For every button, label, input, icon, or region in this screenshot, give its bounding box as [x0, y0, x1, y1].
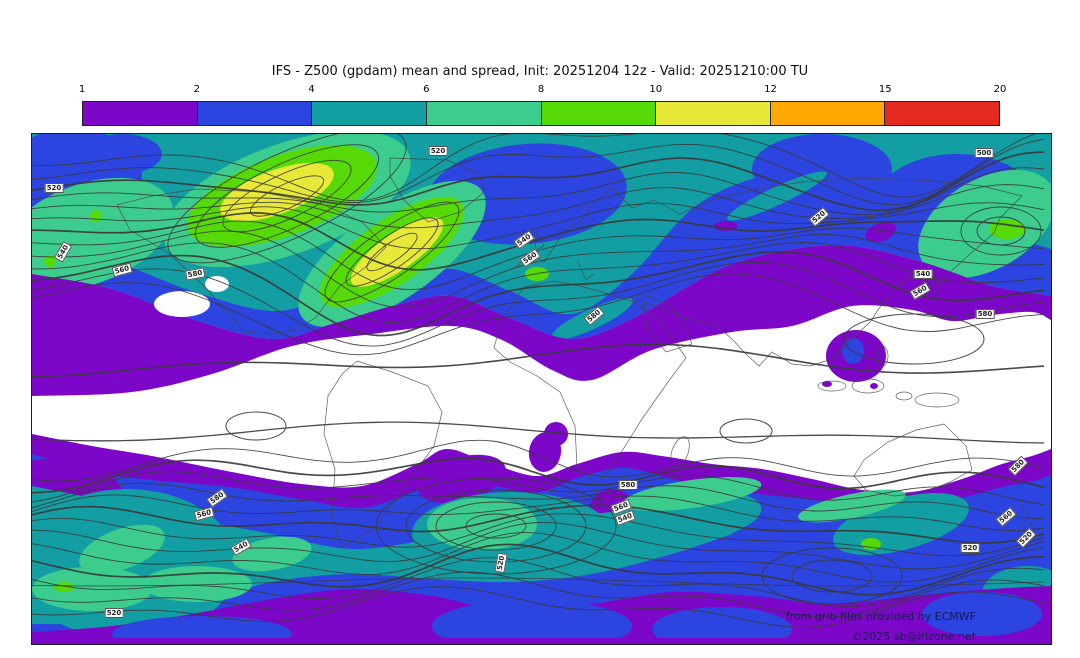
colorbar-segment-2-4: [197, 102, 313, 125]
attribution-copyright: ©2025 sb@irizone.net: [851, 630, 976, 643]
contour-label: 580: [1007, 455, 1029, 477]
map-plot: 520 540 560 580 520 540 560 580 520 500 540 560 580 5…: [31, 133, 1052, 645]
contour-label: 540: [54, 241, 72, 263]
contour-label: 520: [1015, 527, 1037, 549]
colorbar-tick: 4: [308, 84, 315, 95]
colorbar-segment-15-20: [885, 102, 999, 125]
map-svg: [32, 134, 1051, 644]
chart-title: IFS - Z500 (gpdam) mean and spread, Init…: [271, 64, 809, 79]
colorbar-tick: 12: [764, 84, 777, 95]
colorbar-tick: 8: [537, 84, 545, 95]
contour-label: 560: [193, 506, 215, 522]
contour-label: 500: [974, 148, 994, 158]
contour-label: 520: [104, 608, 124, 618]
contour-label: 560: [111, 262, 133, 278]
colorbar-tick: 10: [649, 84, 663, 95]
colorbar-tick: 1: [78, 84, 86, 95]
colorbar-tick: 20: [993, 84, 1007, 95]
colorbar-segment-4-6: [312, 102, 427, 125]
contour-label: 580: [618, 480, 638, 490]
contour-label: 560: [909, 282, 931, 300]
colorbar-segment-10-12: [656, 102, 771, 125]
colorbar: [82, 101, 1000, 126]
colorbar-tick: 2: [193, 84, 200, 95]
contour-label: 540: [913, 269, 933, 279]
contour-label: 580: [975, 309, 995, 319]
colorbar-segment-12-15: [770, 102, 886, 125]
colorbar-tick: 15: [878, 84, 892, 95]
contour-label: 580: [583, 306, 605, 326]
attribution-source: from grib files provided by ECMWF: [785, 610, 976, 623]
contour-label: 520: [808, 207, 830, 227]
contour-label: 540: [513, 230, 535, 250]
contour-label: 580: [184, 267, 206, 281]
contour-label: 520: [494, 552, 508, 574]
contour-label: 540: [230, 538, 252, 556]
colorbar-segment-1-2: [83, 102, 198, 125]
colorbar-tick: 6: [423, 84, 430, 95]
colorbar-segment-6-8: [426, 102, 542, 125]
contour-label: 560: [995, 507, 1017, 527]
contour-label: 520: [44, 183, 64, 193]
contour-label: 560: [519, 248, 541, 268]
contour-labels: 520 540 560 580 520 540 560 580 520 500 540 560 580 5…: [32, 134, 1051, 644]
contour-label: 520: [960, 543, 980, 553]
contour-label: 580: [206, 488, 228, 508]
colorbar-segment-8-10: [541, 102, 657, 125]
contour-label: 520: [428, 146, 448, 156]
